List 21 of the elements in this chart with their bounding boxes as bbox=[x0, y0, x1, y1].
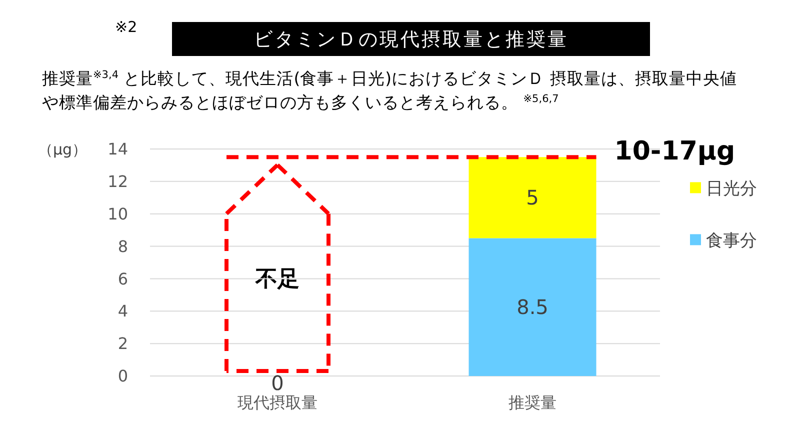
chart-subtitle: 推奨量$^{※3,4}$ と比較して、現代生活(食事＋日光)におけるビタミンＤ 摂取量は、摂取量中央値や標準偏差からみるとほぼゼロの方も多くいると考えられる。 $^{※5,6,7}$ bbox=[42, 69, 737, 112]
y-tick-label: 2 bbox=[118, 334, 128, 354]
text: ※2 bbox=[115, 18, 138, 36]
y-tick-label: 10 bbox=[108, 204, 128, 224]
legend-label: 日光分 bbox=[706, 179, 757, 200]
y-axis-title: （μg） bbox=[38, 140, 88, 158]
annotation: 不足 bbox=[254, 267, 300, 292]
y-tick-label: 14 bbox=[108, 140, 128, 159]
y-tick-label: 12 bbox=[108, 172, 128, 192]
y-tick-label: 6 bbox=[118, 269, 128, 288]
data-label: 0 bbox=[271, 371, 284, 395]
chart-title: ビタミンＤの現代摂取量と推奨量 bbox=[254, 28, 568, 51]
x-tick-label: 推奨量 bbox=[508, 393, 556, 412]
ref-line-label: 10-17μg bbox=[614, 136, 736, 167]
data-label: 8.5 bbox=[516, 295, 548, 320]
data-label: 5 bbox=[526, 186, 539, 210]
legend-label: 食事分 bbox=[706, 231, 757, 252]
y-tick-label: 8 bbox=[118, 236, 128, 256]
x-tick-label: 現代摂取量 bbox=[238, 393, 318, 412]
y-tick-label: 0 bbox=[118, 366, 128, 386]
y-tick-label: 4 bbox=[118, 302, 128, 321]
